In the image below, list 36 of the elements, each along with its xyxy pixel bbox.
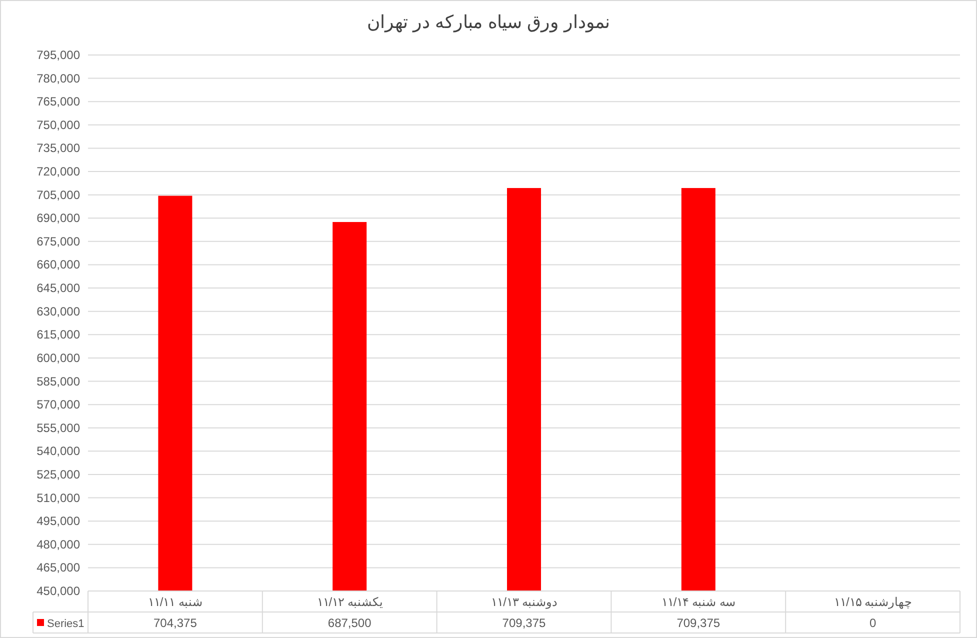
y-tick-label: 585,000 — [36, 374, 80, 388]
legend-label: Series1 — [47, 618, 84, 630]
data-label: 687,500 — [328, 616, 372, 630]
y-tick-label: 690,000 — [36, 211, 80, 226]
y-tick-label: 705,000 — [36, 188, 80, 202]
y-tick-label: 795,000 — [36, 48, 80, 62]
x-tick-label: چهارشنبه ۱۱/۱۵ — [834, 595, 912, 609]
y-tick-label: 450,000 — [36, 584, 80, 598]
y-tick-label: 735,000 — [36, 141, 80, 156]
y-tick-label: 780,000 — [36, 71, 80, 86]
y-tick-label: 510,000 — [36, 490, 80, 505]
y-tick-label: 660,000 — [36, 258, 80, 272]
data-label: 709,375 — [676, 616, 720, 630]
y-tick-label: 600,000 — [36, 350, 80, 365]
x-tick-label: سه شنبه ۱۱/۱۴ — [661, 595, 736, 609]
y-tick-label: 465,000 — [36, 560, 80, 575]
text: 0 — [869, 616, 876, 630]
x-tick-label: یکشنبه ۱۱/۱۲ — [316, 595, 382, 609]
data-label: 704,375 — [154, 616, 198, 630]
y-tick-label: 675,000 — [36, 234, 80, 248]
y-tick-label: 540,000 — [36, 444, 80, 458]
y-tick-label: 750,000 — [36, 118, 80, 132]
data-label: 709,375 — [502, 616, 546, 630]
y-tick-label: 645,000 — [36, 281, 80, 296]
y-tick-label: 630,000 — [36, 304, 80, 318]
chart-title: نمودار ورق سیاه مبارکه در تهران — [366, 12, 610, 33]
y-tick-label: 570,000 — [36, 398, 80, 412]
y-tick-label: 525,000 — [36, 467, 80, 482]
y-tick-label: 555,000 — [36, 420, 80, 435]
y-tick-label: 765,000 — [36, 94, 80, 109]
y-tick-label: 615,000 — [36, 328, 80, 342]
y-tick-label: 720,000 — [36, 164, 80, 179]
x-tick-label: دوشنبه ۱۱/۱۳ — [491, 595, 557, 609]
x-tick-label: شنبه ۱۱/۱۱ — [148, 595, 203, 609]
y-tick-label: 480,000 — [36, 537, 80, 552]
y-tick-label: 495,000 — [36, 514, 80, 528]
